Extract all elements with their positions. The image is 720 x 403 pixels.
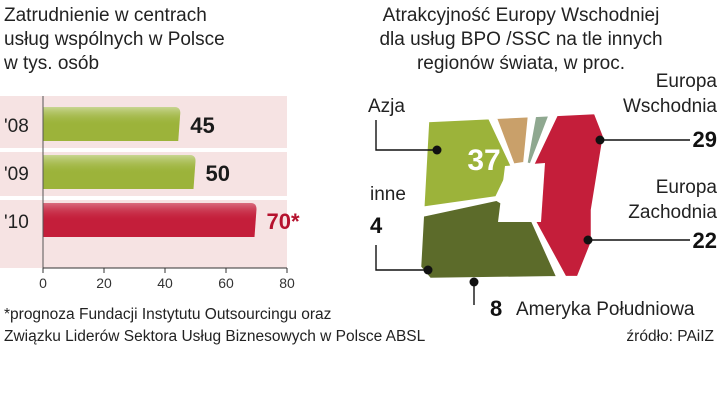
footnote-line-2: Związku Liderów Sektora Usług Biznesowyc… xyxy=(4,328,426,345)
value-label: 45 xyxy=(190,113,214,138)
label-europa-wschodnia-2: Wschodnia xyxy=(623,96,717,117)
x-tick-label: 60 xyxy=(218,275,234,291)
category-label: '10 xyxy=(4,212,29,233)
x-tick-label: 80 xyxy=(279,275,295,291)
source-note: źródło: PAiIZ xyxy=(626,328,714,345)
bar-highlight-sheen xyxy=(43,203,257,237)
slice-ameryka-poludniowa xyxy=(494,114,531,166)
left-title-line-2: usług wspólnych w Polsce xyxy=(4,29,225,50)
label-europa-wschodnia-1: Europa xyxy=(656,71,718,92)
callout-dot-azja xyxy=(432,145,442,155)
footnote-line-1: *prognoza Fundacji Instytutu Outsourcing… xyxy=(4,306,332,323)
row-separator xyxy=(0,148,287,152)
category-label: '09 xyxy=(4,164,29,185)
attractiveness-pie-chart: 37 Azja Europa Wschodnia 29 Europa Zachodnia 22… xyxy=(368,71,718,321)
label-inne: inne xyxy=(370,184,406,205)
employment-bar-chart: '08 45 '09 50 '10 70* 0 20 40 60 80 xyxy=(0,96,300,291)
bar-highlight-sheen xyxy=(43,155,196,189)
callout-dot-europa-wschodnia xyxy=(595,135,605,145)
label-europa-zachodnia-1: Europa xyxy=(656,177,718,198)
callout-dot-inne xyxy=(423,265,433,275)
left-title-line-1: Zatrudnienie w centrach xyxy=(4,5,207,26)
value-label-europa-zachodnia: 22 xyxy=(693,228,717,253)
label-azja: Azja xyxy=(368,96,405,117)
value-label: 50 xyxy=(206,161,230,186)
category-label: '08 xyxy=(4,116,29,137)
right-title-line-3: regionów świata, w proc. xyxy=(416,53,626,74)
callout-dot-europa-zachodnia xyxy=(583,235,593,245)
value-label: 70* xyxy=(267,209,300,234)
leader-azja xyxy=(375,120,437,151)
right-title-line-2: dla usług BPO /SSC na tle innych xyxy=(379,29,663,50)
row-separator xyxy=(0,196,287,200)
label-ameryka-poludniowa: Ameryka Południowa xyxy=(516,299,695,320)
callout-dot-ameryka-poludniowa xyxy=(469,277,479,287)
leader-inne xyxy=(375,245,428,271)
x-tick-label: 40 xyxy=(157,275,173,291)
label-europa-zachodnia-2: Zachodnia xyxy=(628,202,717,223)
value-label-azja: 37 xyxy=(467,144,500,177)
value-label-europa-wschodnia: 29 xyxy=(693,127,717,152)
x-tick-label: 0 xyxy=(39,275,47,291)
right-chart-title: Atrakcyjność Europy Wschodniej dla usług… xyxy=(356,4,686,76)
value-label-inne: 4 xyxy=(370,213,383,238)
left-title-line-3: w tys. osób xyxy=(4,53,100,74)
footnote: *prognoza Fundacji Instytutu Outsourcing… xyxy=(4,304,425,348)
value-label-ameryka-poludniowa: 8 xyxy=(490,296,502,321)
left-chart-title: Zatrudnienie w centrach usług wspólnych … xyxy=(4,4,225,76)
centre-hole xyxy=(498,163,545,222)
bar-highlight-sheen xyxy=(43,107,181,141)
right-title-line-1: Atrakcyjność Europy Wschodniej xyxy=(382,5,660,26)
x-tick-label: 20 xyxy=(96,275,112,291)
